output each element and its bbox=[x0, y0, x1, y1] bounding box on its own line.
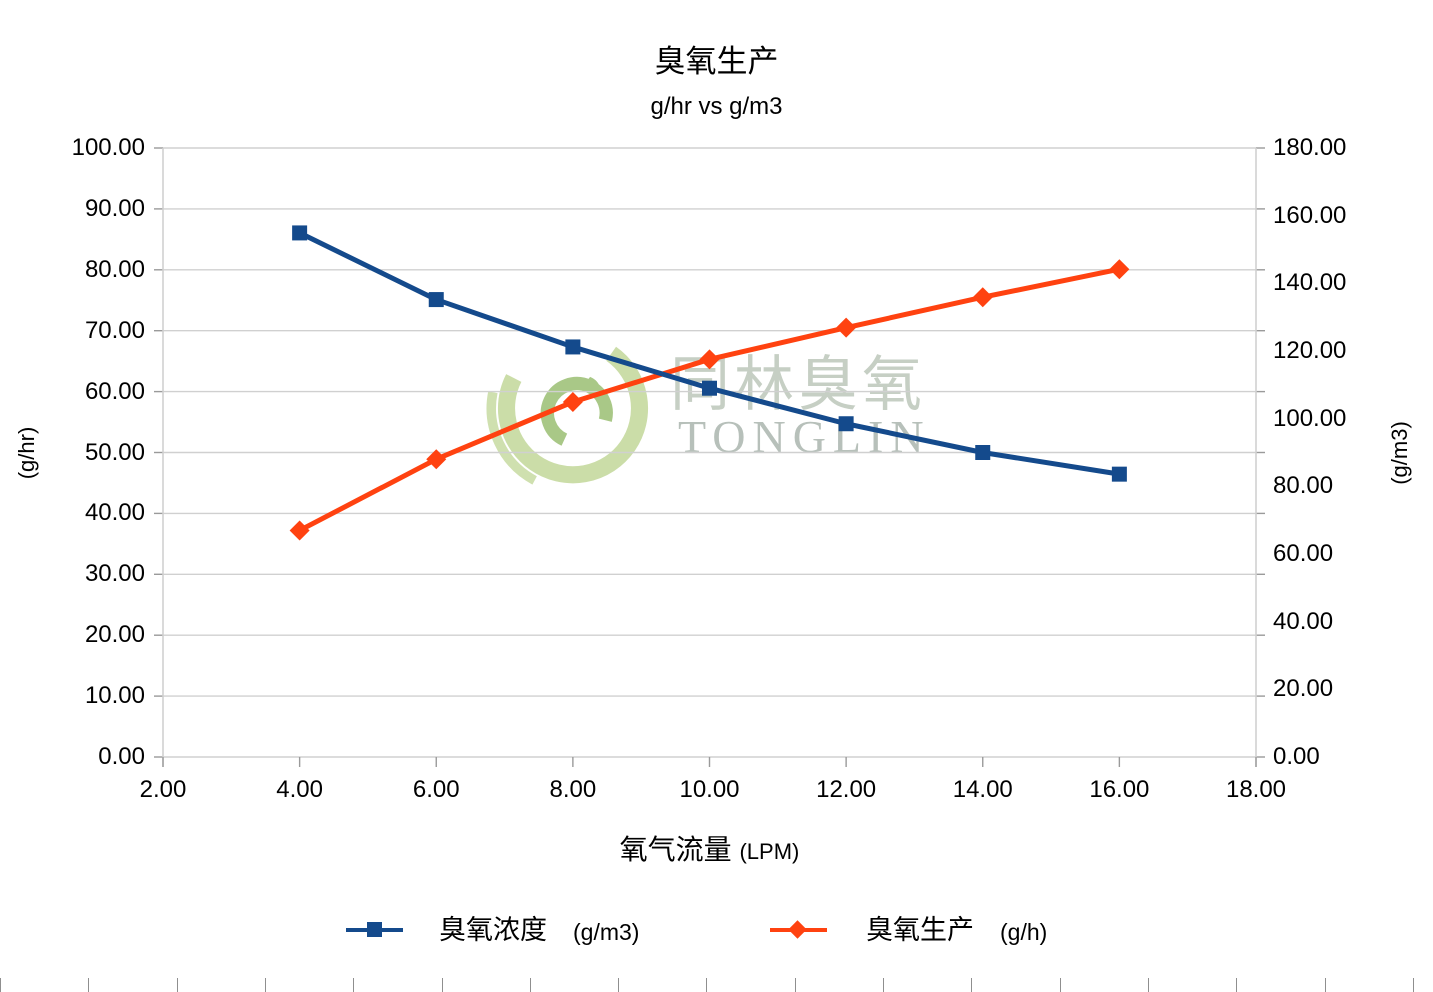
ruler-tick bbox=[265, 978, 266, 992]
ruler-tick bbox=[88, 978, 89, 992]
right-axis-tick-label: 20.00 bbox=[1273, 675, 1334, 703]
ruler-tick bbox=[530, 978, 531, 992]
square-marker bbox=[292, 225, 308, 241]
tonglin-logo-icon bbox=[486, 321, 660, 495]
ruler-tick bbox=[618, 978, 619, 992]
right-axis-tick-label: 120.00 bbox=[1273, 337, 1347, 364]
left-axis-tick-label: 70.00 bbox=[84, 316, 145, 344]
ruler-tick bbox=[0, 978, 1, 992]
chart-title: 臭氧生产 bbox=[654, 44, 779, 79]
square-marker bbox=[428, 292, 444, 308]
x-axis-tick-label: 14.00 bbox=[952, 776, 1013, 803]
square-marker bbox=[975, 445, 991, 460]
right-axis-tick-label: 140.00 bbox=[1273, 269, 1347, 297]
x-axis-title-unit: (LPM) bbox=[739, 839, 800, 864]
ruler-tick bbox=[1236, 978, 1237, 992]
x-axis-title-text: 氧气流量 bbox=[619, 834, 732, 865]
ruler-tick bbox=[795, 978, 796, 992]
legend-unit: (g/h) bbox=[1000, 919, 1048, 945]
ruler-tick bbox=[1060, 978, 1061, 992]
square-marker bbox=[1111, 466, 1127, 482]
square-marker bbox=[838, 416, 854, 432]
x-axis-tick-label: 2.00 bbox=[139, 776, 187, 803]
left-axis-tick-label: 80.00 bbox=[84, 255, 145, 283]
left-axis-tick-label: 30.00 bbox=[84, 560, 145, 588]
ruler-tick bbox=[971, 978, 972, 992]
left-axis-tick-label: 20.00 bbox=[84, 621, 145, 649]
ruler-tick bbox=[353, 978, 354, 992]
ruler-tick bbox=[1413, 978, 1414, 992]
diamond-marker bbox=[289, 520, 310, 541]
diamond-marker bbox=[562, 391, 583, 412]
x-axis-tick-label: 18.00 bbox=[1225, 776, 1287, 803]
left-axis-tick-label: 0.00 bbox=[98, 743, 145, 770]
diamond-marker bbox=[972, 287, 993, 308]
ruler-tick bbox=[177, 978, 178, 992]
right-axis-tick-label: 100.00 bbox=[1273, 404, 1347, 432]
legend-label: 臭氧生产 bbox=[866, 915, 974, 945]
right-axis-tick-label: 160.00 bbox=[1273, 201, 1347, 229]
diamond-marker bbox=[699, 349, 720, 370]
ruler-tick bbox=[706, 978, 707, 992]
legend-square-icon bbox=[367, 922, 382, 937]
ruler-tick bbox=[442, 978, 443, 992]
left-axis-tick-label: 10.00 bbox=[84, 682, 145, 710]
right-axis-tick-label: 40.00 bbox=[1273, 607, 1334, 635]
right-axis-tick-label: 180.00 bbox=[1273, 134, 1347, 161]
x-axis-tick-label: 12.00 bbox=[816, 776, 877, 803]
x-axis-title: 氧气流量 (LPM) bbox=[163, 828, 1256, 868]
watermark-en-text: TONGLIN bbox=[678, 411, 931, 462]
left-axis-tick-label: 90.00 bbox=[84, 194, 145, 222]
diamond-marker bbox=[426, 449, 447, 470]
legend-unit: (g/m3) bbox=[573, 919, 640, 945]
right-axis-tick-label: 60.00 bbox=[1273, 540, 1334, 567]
left-axis-tick-label: 50.00 bbox=[84, 438, 145, 466]
x-axis-tick-label: 16.00 bbox=[1089, 776, 1150, 803]
right-axis-tick-label: 0.00 bbox=[1273, 743, 1320, 770]
x-axis-tick-label: 4.00 bbox=[276, 776, 323, 803]
x-axis-tick-label: 6.00 bbox=[412, 776, 460, 803]
legend-label: 臭氧浓度 bbox=[439, 915, 547, 945]
x-axis-tick-label: 10.00 bbox=[679, 776, 740, 803]
square-marker bbox=[565, 339, 581, 355]
chart-subtitle: g/hr vs g/m3 bbox=[650, 93, 783, 120]
left-axis-tick-label: 60.00 bbox=[84, 377, 145, 405]
ruler-tick bbox=[883, 978, 884, 992]
right-axis-tick-label: 80.00 bbox=[1273, 472, 1334, 500]
diamond-marker bbox=[1109, 259, 1130, 280]
ruler-tick bbox=[1325, 978, 1326, 992]
left-axis-tick-label: 100.00 bbox=[71, 134, 145, 161]
diamond-marker bbox=[836, 317, 857, 338]
series-line-臭氧生产 (g/h) bbox=[298, 266, 1120, 533]
left-axis-tick-label: 40.00 bbox=[84, 499, 145, 527]
ruler-tick bbox=[1148, 978, 1149, 992]
square-marker bbox=[702, 380, 717, 396]
x-axis-tick-label: 8.00 bbox=[549, 776, 597, 803]
bottom-ruler bbox=[0, 978, 1433, 992]
